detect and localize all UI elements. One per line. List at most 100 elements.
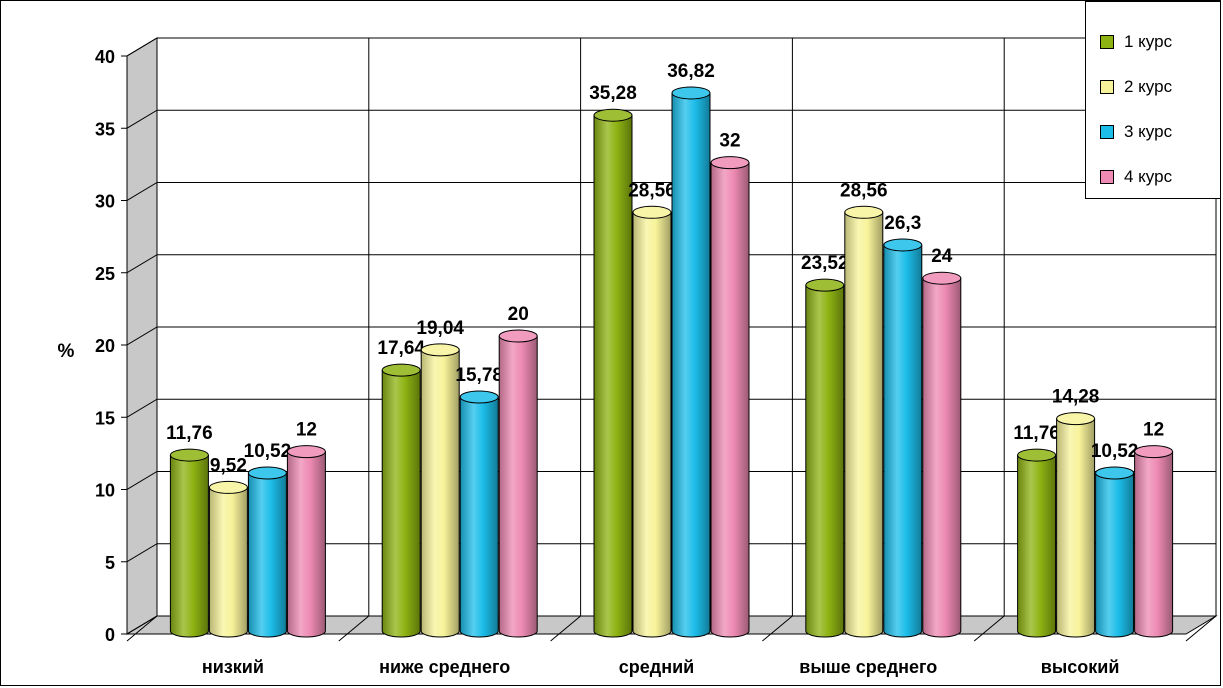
bar: [381, 363, 421, 638]
bar-top: [1134, 445, 1174, 459]
bar-top: [593, 108, 633, 122]
bar-body: [381, 369, 421, 638]
bar-top: [1095, 466, 1135, 480]
bar: [208, 480, 248, 638]
legend-label: 3 курс: [1124, 122, 1173, 141]
data-label: 10,52: [1091, 441, 1139, 462]
x-tick: [550, 615, 581, 642]
legend: 1 курс 2 курс 3 курс 4 курс: [1085, 1, 1221, 199]
legend-swatch: [1100, 80, 1114, 94]
bar: [247, 466, 287, 638]
bar-body: [671, 92, 711, 638]
y-tick-label: 0: [105, 625, 115, 645]
x-category-label: ниже среднего: [379, 657, 510, 677]
data-label: 36,82: [667, 61, 715, 82]
data-label: 12: [296, 420, 317, 441]
bar-body: [593, 114, 633, 638]
data-label: 17,64: [377, 338, 425, 359]
bar-top: [1056, 412, 1096, 426]
y-axis-title: %: [58, 341, 75, 362]
data-label: 10,52: [244, 441, 292, 462]
legend-swatch: [1100, 170, 1114, 184]
bar: [1095, 466, 1135, 638]
bar-body: [710, 162, 750, 638]
bar-top: [381, 363, 421, 377]
bar-top: [169, 448, 209, 462]
bar: [498, 329, 538, 638]
bar-top: [844, 205, 884, 219]
bar: [922, 271, 962, 638]
y-tick-label: 5: [105, 553, 115, 573]
bar-body: [1056, 418, 1096, 638]
bar-top: [286, 445, 326, 459]
legend-item: 2 курс: [1100, 75, 1172, 99]
data-label: 26,3: [884, 213, 921, 234]
bar-body: [922, 277, 962, 638]
bar-body: [1095, 472, 1135, 638]
bar: [844, 205, 884, 638]
y-tick-label: 25: [95, 264, 115, 284]
data-label: 28,56: [840, 180, 888, 201]
y-tick-label: 35: [95, 119, 115, 139]
legend-swatch: [1100, 35, 1114, 49]
bar: [710, 156, 750, 638]
bar: [593, 108, 633, 638]
bar-body: [459, 396, 499, 638]
x-category-label: средний: [619, 657, 694, 677]
bar-body: [169, 454, 209, 638]
data-label: 19,04: [416, 318, 464, 339]
x-tick: [126, 615, 158, 642]
bar-body: [883, 244, 923, 638]
bar-top: [208, 480, 248, 494]
bar-body: [420, 349, 460, 638]
data-label: 12: [1143, 420, 1164, 441]
legend-item: 1 курс: [1100, 30, 1172, 54]
bar: [632, 205, 672, 638]
data-label: 14,28: [1052, 387, 1100, 408]
bar: [169, 448, 209, 638]
legend-item: 4 курс: [1100, 165, 1172, 189]
bar-body: [498, 335, 538, 638]
bar: [1017, 448, 1057, 638]
bar-top: [710, 156, 750, 170]
bar: [805, 278, 845, 638]
bar-top: [883, 238, 923, 252]
bar: [420, 343, 460, 638]
bar-top: [420, 343, 460, 357]
bar-body: [247, 472, 287, 638]
bar: [286, 445, 326, 638]
x-tick: [1185, 615, 1217, 642]
x-category-label: выше среднего: [799, 657, 937, 677]
x-category-label: низкий: [202, 657, 264, 677]
bar-top: [1017, 448, 1057, 462]
bar-body: [1017, 454, 1057, 638]
data-label: 11,76: [1013, 423, 1060, 444]
bar-top: [805, 278, 845, 292]
bar-top: [671, 86, 711, 100]
data-label: 9,52: [210, 455, 247, 476]
legend-item: 3 курс: [1100, 120, 1172, 144]
y-tick-label: 20: [95, 336, 115, 356]
bar: [459, 390, 499, 638]
bar-body: [844, 211, 884, 638]
data-label: 23,52: [801, 253, 849, 274]
y-tick-label: 30: [95, 192, 115, 212]
bar: [1056, 412, 1096, 638]
x-tick: [762, 615, 793, 642]
bar-body: [1134, 451, 1174, 638]
bar-body: [805, 284, 845, 638]
bar-top: [922, 271, 962, 285]
data-label: 24: [931, 246, 953, 267]
data-label: 28,56: [628, 180, 676, 201]
data-label: 20: [508, 304, 529, 325]
legend-swatch: [1100, 125, 1114, 139]
x-tick: [973, 615, 1005, 642]
legend-label: 1 курс: [1124, 32, 1173, 51]
data-label: 32: [719, 131, 740, 152]
y-gridline: [126, 37, 1216, 57]
y-tick-label: 15: [95, 408, 115, 428]
bar-top: [247, 466, 287, 480]
bar-top: [498, 329, 538, 343]
legend-label: 4 курс: [1124, 167, 1173, 186]
data-label: 11,76: [166, 423, 213, 444]
